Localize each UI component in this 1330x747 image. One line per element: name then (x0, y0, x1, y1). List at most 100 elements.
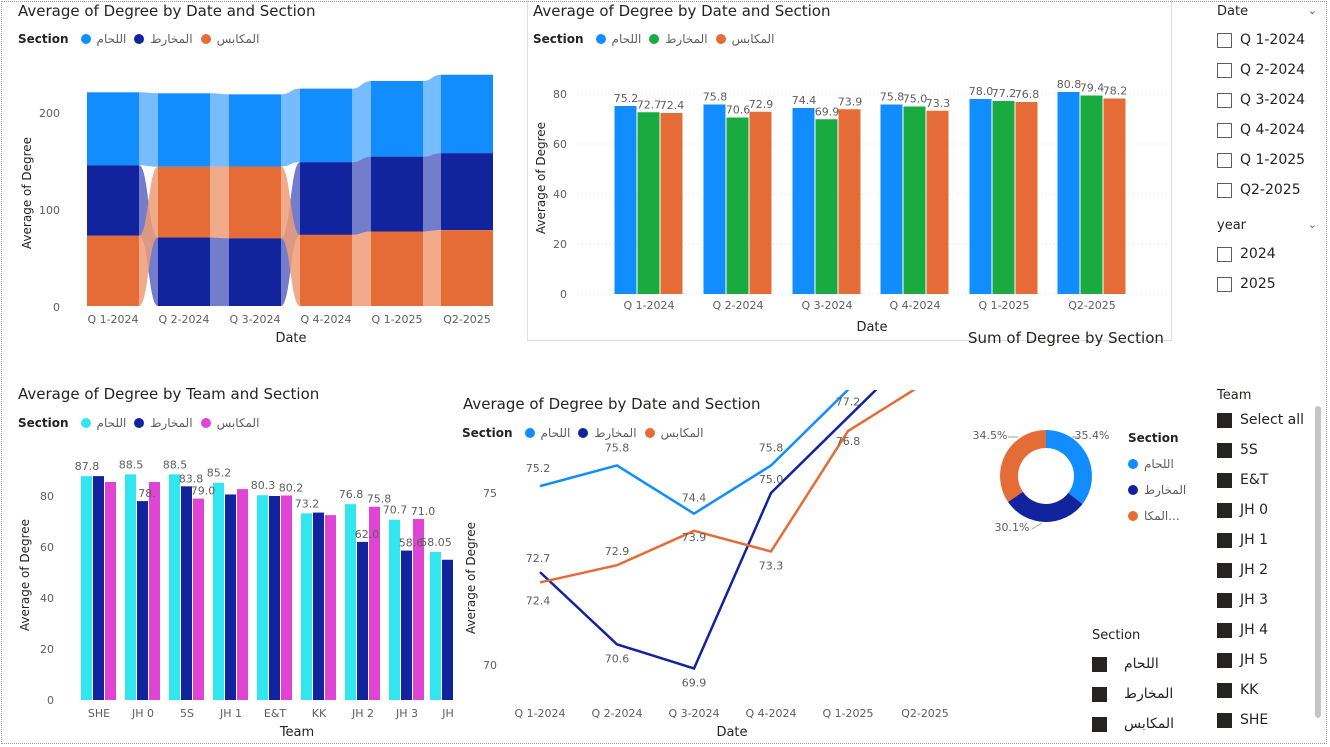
bar-chart-plot[interactable]: Average of Degree Date 0 20 40 60 80 75.272.7… (527, 0, 1170, 340)
checkbox[interactable] (1217, 182, 1232, 198)
bar-chart-legend[interactable]: Section اللحام المخارط المكابس (533, 32, 774, 46)
date-slicer-item[interactable]: Q 3-2024 (1217, 85, 1317, 115)
team-slicer-scrollbar[interactable] (1315, 406, 1321, 718)
line-chart-visual[interactable]: Average of Degree by Date and Section Se… (455, 390, 965, 745)
section-slicer-item[interactable]: المخارط (1092, 679, 1192, 709)
team-slicer-item[interactable]: JH 0 (1217, 495, 1317, 525)
year-slicer-header[interactable]: year ⌄ (1217, 218, 1317, 233)
date-slicer-item[interactable]: Q 2-2024 (1217, 55, 1317, 85)
checkbox[interactable] (1217, 682, 1232, 698)
checkbox[interactable] (1217, 592, 1232, 608)
legend-item[interactable]: اللحام (96, 416, 127, 430)
checkbox[interactable] (1217, 276, 1232, 292)
legend-item[interactable]: المخارط (665, 32, 708, 46)
legend-item[interactable]: المخارط (150, 32, 193, 46)
data-label: 74.4 (792, 94, 817, 107)
team-slicer-item[interactable]: SHE (1217, 705, 1317, 735)
bar (637, 112, 660, 294)
x-tick-label: Q 3-2024 (229, 313, 280, 326)
legend-item[interactable]: اللحام (540, 426, 571, 440)
checkbox[interactable] (1217, 472, 1232, 488)
checkbox[interactable] (1217, 562, 1232, 578)
data-label: 76.8 (836, 435, 861, 448)
date-slicer-item[interactable]: Q2-2025 (1217, 175, 1317, 205)
year-slicer-item[interactable]: 2024 (1217, 239, 1317, 269)
date-slicer-item[interactable]: Q 1-2025 (1217, 145, 1317, 175)
section-slicer-item[interactable]: اللحام (1092, 649, 1192, 679)
legend-item[interactable]: المكابس (216, 32, 260, 46)
chevron-down-icon[interactable]: ⌄ (1307, 218, 1317, 231)
section-slicer[interactable]: Section اللحام المخارط المكابس (1092, 628, 1192, 739)
item-label: Q2-2025 (1240, 182, 1301, 198)
donut-chart-visual[interactable]: Sum of Degree by Section 35.4% 30.1% 34.5%… (960, 325, 1200, 555)
chevron-down-icon[interactable]: ⌄ (1307, 4, 1317, 17)
team-slicer-item[interactable]: JH 5 (1217, 645, 1317, 675)
legend-item[interactable]: المكابس (660, 426, 704, 440)
checkbox[interactable] (1217, 712, 1232, 728)
checkbox[interactable] (1217, 622, 1232, 638)
checkbox[interactable] (1217, 92, 1232, 108)
legend-item[interactable]: المكا... (1128, 503, 1186, 529)
ribbon-column-segment (158, 237, 210, 306)
year-slicer[interactable]: year ⌄ 2024 2025 (1217, 218, 1317, 299)
x-tick-label: Q 1-2024 (87, 313, 138, 326)
legend-item[interactable]: المكابس (216, 416, 260, 430)
ribbon-chart-visual[interactable]: Average of Degree by Date and Section Se… (10, 0, 510, 350)
donut-chart-plot[interactable]: 35.4% 30.1% 34.5% (960, 325, 1200, 555)
team-bar-chart-legend[interactable]: Section اللحام المخارط المكابس (18, 416, 259, 430)
data-label: 79.0 (191, 485, 216, 498)
checkbox[interactable] (1092, 716, 1107, 732)
legend-item[interactable]: اللحام (1128, 451, 1186, 477)
checkbox[interactable] (1217, 32, 1232, 48)
team-slicer-item[interactable]: KK (1217, 675, 1317, 705)
ribbon-chart-plot[interactable]: Average of Degree Date 0 100 200 Q 1-202… (10, 0, 510, 350)
bar (301, 513, 312, 700)
date-slicer-item[interactable]: Q 4-2024 (1217, 115, 1317, 145)
team-slicer[interactable]: Team Select all 5S E&T JH 0 JH 1 JH 2 JH… (1217, 388, 1317, 735)
bar (401, 550, 412, 700)
checkbox[interactable] (1217, 152, 1232, 168)
team-slicer-item[interactable]: JH 2 (1217, 555, 1317, 585)
checkbox[interactable] (1217, 652, 1232, 668)
legend-label: المخارط (1144, 483, 1187, 497)
team-slicer-item[interactable]: JH 3 (1217, 585, 1317, 615)
date-slicer[interactable]: Date ⌄ Q 1-2024 Q 2-2024 Q 3-2024 Q 4-20… (1217, 4, 1317, 205)
checkbox[interactable] (1217, 246, 1232, 262)
team-slicer-item[interactable]: JH 4 (1217, 615, 1317, 645)
team-slicer-header: Team (1217, 388, 1317, 403)
item-label: اللحام (1124, 656, 1159, 672)
legend-item[interactable]: اللحام (611, 32, 642, 46)
x-tick-label: Q 4-2024 (745, 707, 796, 720)
team-bar-chart-plot[interactable]: Average of Degree Team 0 20 40 60 80 SHE 87.8 J… (10, 380, 470, 745)
team-slicer-item[interactable]: 5S (1217, 435, 1317, 465)
checkbox[interactable] (1217, 442, 1232, 458)
legend-item[interactable]: المخارط (150, 416, 193, 430)
checkbox[interactable] (1217, 412, 1232, 428)
checkbox[interactable] (1217, 502, 1232, 518)
year-slicer-item[interactable]: 2025 (1217, 269, 1317, 299)
checkbox[interactable] (1217, 122, 1232, 138)
team-slicer-item[interactable]: Select all (1217, 405, 1317, 435)
checkbox[interactable] (1092, 656, 1107, 672)
team-bar-chart-visual[interactable]: Average of Degree by Team and Section Se… (10, 380, 470, 745)
team-slicer-item[interactable]: JH 1 (1217, 525, 1317, 555)
ribbon-chart-legend[interactable]: Section اللحام المخارط المكابس (18, 32, 259, 46)
bar (749, 111, 772, 294)
legend-item[interactable]: اللحام (96, 32, 127, 46)
legend-item[interactable]: المكابس (731, 32, 775, 46)
line-chart-legend[interactable]: Section اللحام المخارط المكابس (462, 426, 703, 440)
data-label: 78.2 (1103, 85, 1128, 98)
date-slicer-header[interactable]: Date ⌄ (1217, 4, 1317, 19)
donut-legend[interactable]: Section اللحام المخارط المكا... (1128, 431, 1186, 529)
checkbox[interactable] (1092, 686, 1107, 702)
team-slicer-item[interactable]: E&T (1217, 465, 1317, 495)
checkbox[interactable] (1217, 62, 1232, 78)
date-slicer-item[interactable]: Q 1-2024 (1217, 25, 1317, 55)
checkbox[interactable] (1217, 532, 1232, 548)
bar-chart-visual[interactable]: Average of Degree by Date and Section Se… (527, 0, 1170, 340)
legend-item[interactable]: المخارط (1128, 477, 1186, 503)
legend-item[interactable]: المخارط (594, 426, 637, 440)
section-slicer-header: Section (1092, 628, 1192, 643)
section-slicer-item[interactable]: المكابس (1092, 709, 1192, 739)
